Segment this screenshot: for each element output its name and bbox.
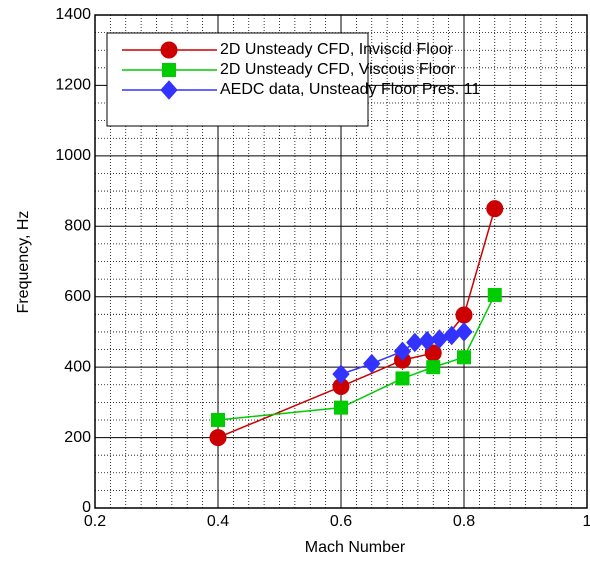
y-tick-label: 1400 [55,6,91,23]
y-tick-label: 800 [64,218,91,235]
y-axis-label: Frequency, Hz [15,211,32,314]
x-tick-label: 0.6 [330,513,352,530]
legend-label: 2D Unsteady CFD, Viscous Floor [220,61,456,78]
x-tick-label: 1 [583,513,590,530]
marker [455,322,473,342]
y-tick-label: 1200 [55,77,91,94]
y-tick-label: 400 [64,358,91,375]
series-line [217,208,496,439]
marker [162,63,176,77]
marker [334,400,348,415]
y-tick-label: 1000 [55,147,91,164]
marker [393,341,412,362]
marker [455,306,473,324]
marker [395,371,410,386]
series-line [217,294,496,421]
x-tick-label: 0.8 [453,513,475,530]
legend-box [106,32,369,127]
marker [160,80,178,100]
marker [211,412,225,427]
y-tick-label: 0 [82,499,91,516]
marker [457,350,471,365]
x-tick-label: 0.2 [84,513,106,530]
marker [209,429,227,447]
y-tick-label: 600 [64,288,91,305]
x-axis-label: Mach Number [305,539,406,556]
marker [486,200,504,218]
legend-label: 2D Unsteady CFD, Inviscid Floor [220,41,454,58]
marker [332,364,350,384]
marker [160,41,178,59]
marker [487,287,502,302]
y-tick-label: 200 [64,429,91,446]
marker [363,353,381,374]
x-tick-label: 0.4 [207,513,229,530]
marker [443,325,461,346]
plot-frame [94,14,588,509]
marker [426,360,441,375]
legend-label: AEDC data, Unsteady Floor Pres. 11 [220,81,480,98]
